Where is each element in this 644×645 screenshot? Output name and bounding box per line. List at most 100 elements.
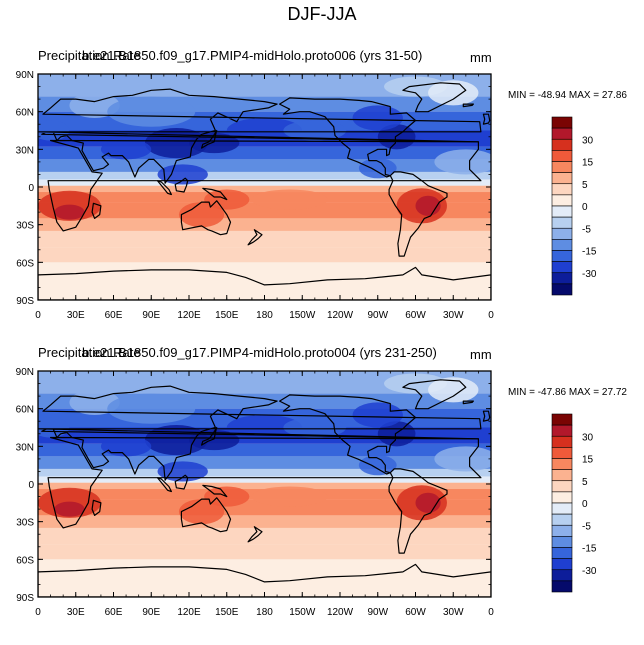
colorbar-label: 5: [582, 180, 588, 191]
colorbar-swatch: [551, 194, 573, 207]
lon-tick-label: 120E: [177, 310, 201, 321]
panel-1-min-max: MIN = -48.94 MAX = 27.86: [508, 90, 627, 101]
colorbar-swatch: [551, 513, 573, 526]
lon-tick-label: 90E: [142, 607, 160, 618]
colorbar-swatch: [551, 447, 573, 459]
lat-tick-label: 30N: [16, 442, 34, 453]
panel-1-units: mm: [470, 50, 492, 65]
lon-tick-label: 30W: [443, 607, 464, 618]
colorbar-label: 0: [582, 499, 588, 510]
panel-2-left-title: Precipitation Rate: [38, 345, 141, 360]
colorbar-label: -5: [582, 521, 591, 532]
colorbar-swatch: [551, 239, 573, 251]
colorbar-label: 5: [582, 477, 588, 488]
colorbar-swatch: [551, 161, 573, 173]
lat-tick-label: 90N: [16, 367, 34, 378]
lat-tick-label: 30N: [16, 145, 34, 156]
lon-tick-label: 180: [256, 310, 273, 321]
colorbar-swatch: [551, 216, 573, 229]
colorbar-swatch: [551, 127, 573, 140]
lon-tick-label: 0: [488, 607, 494, 618]
coastlines: [38, 82, 491, 300]
map-panel-1: Precipitation Rate b.e21.B1850.f09_g17.P…: [0, 48, 644, 348]
lon-tick-label: 180: [256, 607, 273, 618]
lon-tick-label: 90E: [142, 310, 160, 321]
colorbar-swatch: [551, 424, 573, 437]
colorbar-label: -15: [582, 544, 597, 555]
lon-tick-label: 150W: [289, 310, 316, 321]
panel-2-units: mm: [470, 347, 492, 362]
colorbar-label: -15: [582, 247, 597, 258]
colorbar-label: -30: [582, 566, 597, 577]
lat-tick-label: 90N: [16, 70, 34, 81]
panel-1-case-title: b.e21.B1850.f09_g17.PMIP4-midHolo.proto0…: [82, 48, 423, 63]
colorbar-swatch: [551, 272, 573, 285]
colorbar-swatch: [551, 205, 573, 218]
colorbar-swatch: [551, 558, 573, 571]
precip-field: [38, 74, 491, 300]
colorbar-swatch: [551, 502, 573, 515]
lat-tick-label: 30S: [16, 221, 34, 232]
colorbar-label: -30: [582, 269, 597, 280]
colorbar-swatch: [551, 183, 573, 196]
colorbar-swatch: [551, 524, 573, 537]
colorbar-swatch: [551, 116, 573, 129]
lat-tick-label: 60N: [16, 405, 34, 416]
lat-tick-label: 90S: [16, 593, 34, 604]
colorbar: 30 15 5 0 -5 -15 -30: [551, 413, 597, 593]
lon-tick-label: 150E: [215, 607, 239, 618]
colorbar-swatch: [551, 413, 573, 426]
colorbar-swatch: [551, 283, 573, 296]
map-panel-2: Precipitation Rate b.e21.B1850.f09_g17.P…: [0, 345, 644, 645]
colorbar-swatch: [551, 491, 573, 504]
colorbar-swatch: [551, 469, 573, 482]
figure-title: DJF-JJA: [287, 4, 357, 24]
lon-tick-label: 0: [488, 310, 494, 321]
precip-field: [38, 371, 491, 597]
colorbar-swatch: [551, 261, 573, 274]
lat-tick-label: 60N: [16, 108, 34, 119]
lon-tick-label: 30E: [67, 310, 85, 321]
lat-tick-label: 0: [28, 480, 34, 491]
lat-tick-label: 60S: [16, 555, 34, 566]
lon-tick-label: 30W: [443, 310, 464, 321]
colorbar-swatch: [551, 569, 573, 582]
lon-tick-label: 150W: [289, 607, 316, 618]
lon-tick-label: 90W: [367, 607, 388, 618]
lon-tick-label: 120E: [177, 607, 201, 618]
panel-2-case-title: b.e21.B1850.f09_g17.PIMP4-midHolo.proto0…: [82, 345, 437, 360]
colorbar: 30 15 5 0 -5 -15 -30: [551, 116, 597, 296]
colorbar-label: -5: [582, 224, 591, 235]
colorbar-label: 30: [582, 432, 594, 443]
panel-1-left-title: Precipitation Rate: [38, 48, 141, 63]
lat-tick-label: 60S: [16, 258, 34, 269]
colorbar-label: 0: [582, 202, 588, 213]
lat-tick-label: 90S: [16, 296, 34, 307]
colorbar-swatch: [551, 227, 573, 240]
colorbar-swatch: [551, 138, 573, 151]
panel-2-min-max: MIN = -47.86 MAX = 27.72: [508, 387, 627, 398]
panel-1-title: Precipitation Rate: [38, 48, 141, 63]
lon-tick-label: 30E: [67, 607, 85, 618]
colorbar-swatch: [551, 250, 573, 262]
colorbar-label: 15: [582, 158, 594, 169]
lon-tick-label: 120W: [327, 310, 354, 321]
panel-2-title: Precipitation Rate: [38, 345, 141, 360]
lon-tick-label: 90W: [367, 310, 388, 321]
colorbar-swatch: [551, 536, 573, 548]
colorbar-swatch: [551, 435, 573, 448]
lon-tick-label: 0: [35, 310, 41, 321]
lon-tick-label: 120W: [327, 607, 354, 618]
colorbar-label: 30: [582, 135, 594, 146]
colorbar-swatch: [551, 150, 573, 162]
lon-tick-label: 60W: [405, 310, 426, 321]
lon-tick-label: 60E: [105, 607, 123, 618]
colorbar-swatch: [551, 580, 573, 593]
lat-tick-label: 30S: [16, 518, 34, 529]
lon-tick-label: 60W: [405, 607, 426, 618]
colorbar-swatch: [551, 547, 573, 559]
lon-tick-label: 150E: [215, 310, 239, 321]
lon-tick-label: 60E: [105, 310, 123, 321]
panel-2-map: 90N 60N 30N 0 30S 60S 90S 0 30E 60E 90E 120E 150E 180…: [16, 367, 597, 618]
